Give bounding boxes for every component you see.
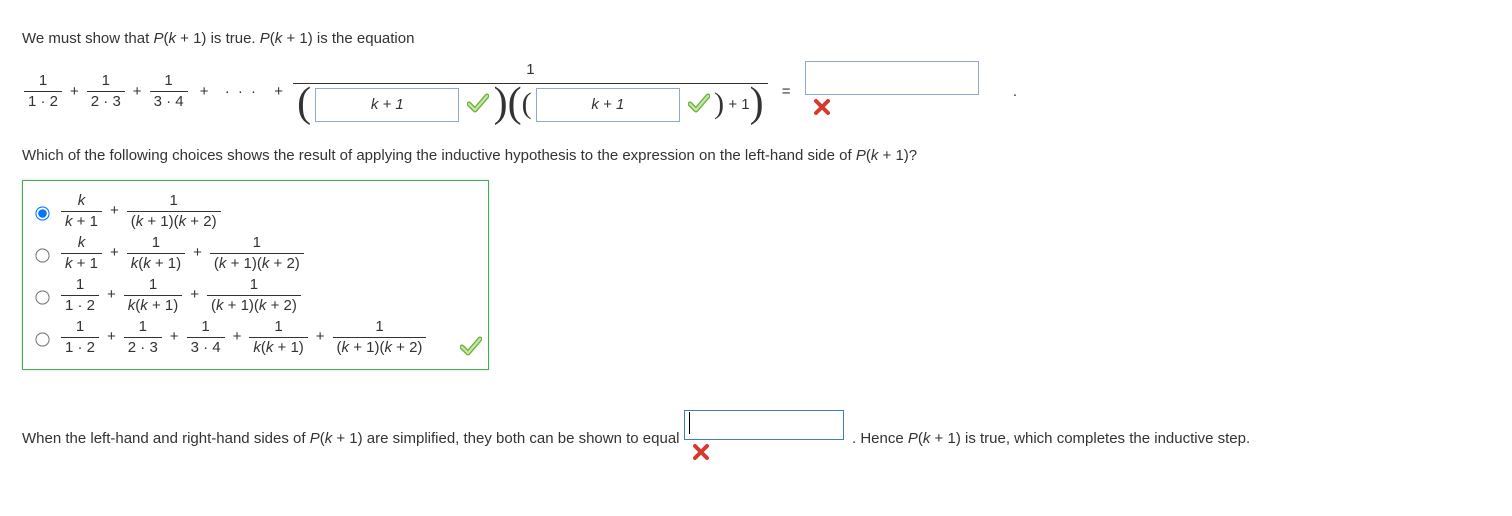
choice-row: 11 · 2+1k(k + 1)+1(k + 1)(k + 2) — [31, 277, 428, 315]
answer-input-2[interactable]: k + 1 — [536, 88, 680, 122]
answer-input-1[interactable]: k + 1 — [315, 88, 459, 122]
intro-text: We must show that P(k + 1) is true. P(k … — [22, 28, 1490, 51]
trailing-dot: . — [1013, 83, 1017, 100]
final-answer-input[interactable] — [684, 410, 844, 440]
choice-radio[interactable] — [35, 332, 49, 346]
answer-input-rhs[interactable] — [805, 61, 979, 95]
final-pre-text: When the left-hand and right-hand sides … — [22, 430, 684, 447]
fraction-term: 12 · 3 — [87, 73, 125, 111]
plus-one: + 1 — [728, 96, 749, 113]
choice-row: kk + 1+1k(k + 1)+1(k + 1)(k + 2) — [31, 235, 428, 273]
choice-expression: kk + 1+1(k + 1)(k + 2) — [59, 193, 223, 231]
equals-sign: = — [782, 81, 791, 104]
plus-sign: + — [133, 81, 142, 104]
check-icon — [460, 335, 482, 365]
fraction-term: 13 · 4 — [150, 73, 188, 111]
choice-radio[interactable] — [35, 248, 49, 262]
ellipsis: · · · — [225, 81, 258, 104]
choice-radio[interactable] — [35, 290, 49, 304]
last-term-fraction: 1 ( k + 1 )(( k + 1 ) + 1) — [293, 61, 767, 122]
final-sentence: When the left-hand and right-hand sides … — [22, 410, 1490, 469]
final-post-text: . Hence P(k + 1) is true, which complete… — [848, 430, 1250, 447]
fraction-term: 11 · 2 — [24, 73, 62, 111]
cross-icon — [813, 98, 831, 124]
question-text: Which of the following choices shows the… — [22, 145, 1490, 168]
choice-expression: kk + 1+1k(k + 1)+1(k + 1)(k + 2) — [59, 235, 306, 273]
plus-sign: + — [70, 81, 79, 104]
cross-icon — [692, 443, 710, 469]
choice-expression: 11 · 2+1k(k + 1)+1(k + 1)(k + 2) — [59, 277, 303, 315]
choice-radio[interactable] — [35, 206, 49, 220]
multiple-choice: kk + 1+1(k + 1)(k + 2) kk + 1+1k(k + 1)+1… — [22, 180, 489, 370]
choice-row: 11 · 2+12 · 3+13 · 4+1k(k + 1)+1(k + 1)(… — [31, 319, 428, 357]
main-equation: 11 · 2 +12 · 3 +13 · 4 + · · · + 1 ( k + 1… — [22, 61, 1490, 124]
choice-row: kk + 1+1(k + 1)(k + 2) — [31, 193, 428, 231]
check-icon — [467, 92, 489, 119]
plus-sign: + — [200, 81, 209, 104]
check-icon — [688, 92, 710, 119]
choice-expression: 11 · 2+12 · 3+13 · 4+1k(k + 1)+1(k + 1)(… — [59, 319, 428, 357]
plus-sign: + — [274, 81, 283, 104]
